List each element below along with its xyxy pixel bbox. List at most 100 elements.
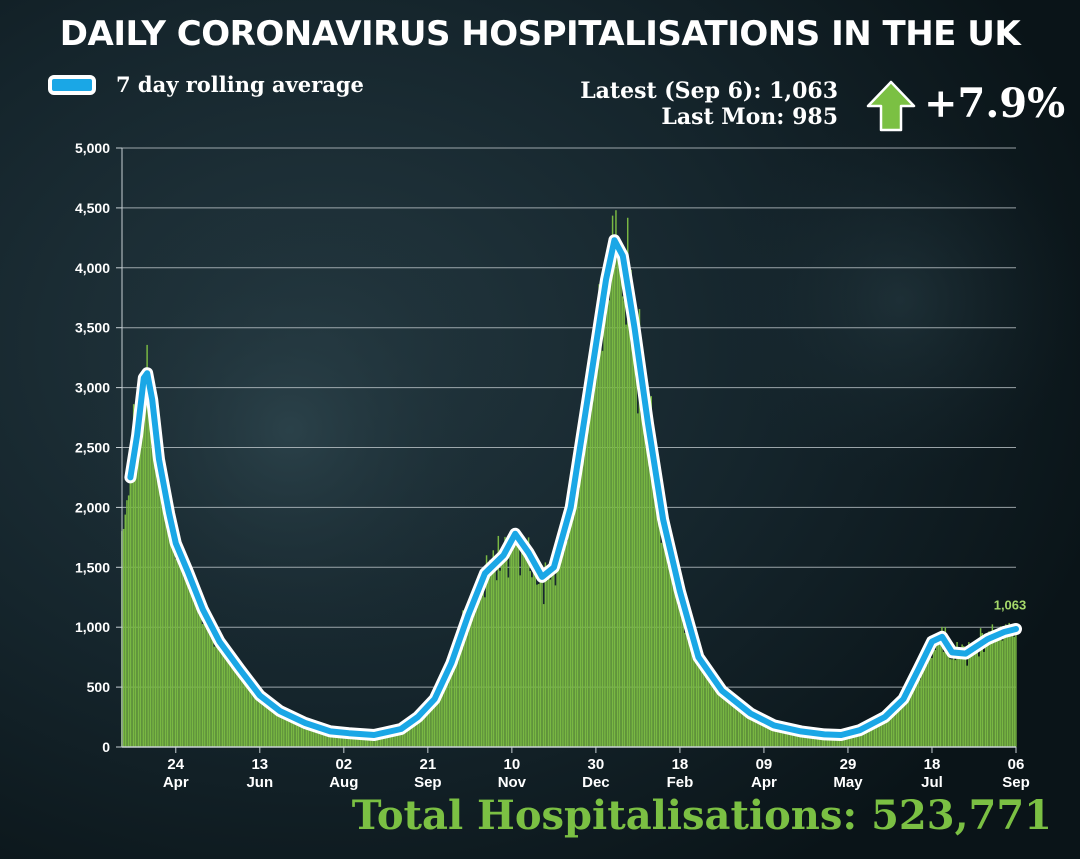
daily-bar bbox=[148, 375, 150, 747]
daily-bar bbox=[168, 515, 170, 747]
y-tick-label: 2,000 bbox=[75, 499, 110, 515]
daily-bar bbox=[457, 653, 459, 747]
y-tick-label: 3,500 bbox=[75, 320, 110, 336]
daily-bar bbox=[564, 511, 567, 747]
daily-bar bbox=[1000, 626, 1002, 747]
daily-bar bbox=[437, 696, 439, 747]
daily-bar bbox=[516, 535, 518, 747]
daily-bar bbox=[952, 655, 955, 747]
daily-bar bbox=[726, 693, 728, 747]
daily-bar bbox=[591, 362, 594, 747]
daily-bar bbox=[316, 726, 318, 747]
daily-bar bbox=[606, 265, 609, 747]
daily-bar bbox=[818, 733, 821, 747]
daily-bar bbox=[660, 542, 663, 747]
daily-bar bbox=[647, 433, 649, 747]
last-monday-value: Last Mon: 985 bbox=[661, 104, 838, 130]
daily-bar bbox=[188, 586, 190, 747]
daily-bar bbox=[553, 567, 555, 747]
daily-bar bbox=[658, 499, 661, 747]
daily-bar bbox=[462, 610, 464, 747]
daily-bar bbox=[158, 459, 160, 747]
daily-bar bbox=[139, 424, 142, 747]
daily-bar bbox=[621, 296, 624, 747]
daily-bar bbox=[1015, 633, 1017, 747]
daily-bar bbox=[630, 269, 632, 747]
x-tick-day-label: 13 bbox=[251, 756, 268, 773]
daily-bar bbox=[885, 715, 888, 747]
daily-bar bbox=[233, 659, 236, 747]
daily-bar bbox=[830, 735, 832, 747]
daily-bar bbox=[806, 733, 809, 747]
daily-bar bbox=[319, 730, 321, 747]
daily-bar bbox=[230, 659, 232, 747]
daily-bar bbox=[432, 696, 434, 747]
total-hospitalisations: Total Hospitalisations: 523,771 bbox=[351, 792, 1052, 839]
daily-bar bbox=[314, 725, 316, 747]
daily-bar bbox=[1003, 630, 1005, 747]
daily-bar bbox=[963, 646, 965, 747]
daily-bar bbox=[351, 734, 353, 747]
daily-bar bbox=[474, 595, 476, 747]
daily-bar bbox=[169, 541, 172, 747]
daily-bar bbox=[176, 549, 179, 747]
latest-value-annotation: 1,063 bbox=[994, 598, 1027, 613]
daily-bar bbox=[250, 684, 253, 747]
x-tick-day-label: 06 bbox=[1008, 756, 1025, 773]
daily-bar bbox=[274, 705, 276, 747]
daily-bar bbox=[739, 709, 742, 747]
daily-bar bbox=[855, 731, 857, 747]
daily-bar bbox=[440, 678, 442, 747]
daily-bar bbox=[632, 321, 634, 747]
daily-bar bbox=[452, 659, 454, 747]
daily-bar bbox=[331, 731, 333, 747]
daily-bar bbox=[136, 431, 138, 747]
daily-bar bbox=[379, 733, 382, 747]
daily-bar bbox=[917, 676, 920, 747]
daily-bar bbox=[895, 709, 898, 747]
daily-bar bbox=[912, 683, 915, 747]
daily-bar bbox=[905, 688, 908, 747]
daily-bar bbox=[1006, 625, 1009, 747]
daily-bar bbox=[595, 374, 597, 747]
daily-bar bbox=[853, 730, 856, 747]
daily-bar bbox=[973, 651, 975, 747]
x-axis: 24Apr13Jun02Aug21Sep10Nov30Dec18Feb09Apr… bbox=[122, 746, 1030, 791]
daily-bar bbox=[435, 692, 437, 747]
daily-bar bbox=[546, 580, 548, 747]
daily-bar bbox=[359, 734, 362, 747]
daily-bar bbox=[643, 417, 646, 747]
daily-bar bbox=[220, 640, 222, 747]
daily-bar bbox=[264, 695, 266, 747]
daily-bar bbox=[663, 534, 666, 747]
y-tick-label: 500 bbox=[87, 679, 111, 695]
daily-bar bbox=[635, 344, 637, 747]
daily-bar bbox=[887, 715, 889, 747]
daily-bar bbox=[131, 471, 133, 747]
daily-bar bbox=[734, 703, 736, 747]
daily-bar bbox=[929, 645, 931, 747]
daily-bar bbox=[946, 641, 948, 747]
daily-bar bbox=[737, 705, 740, 747]
daily-bar bbox=[964, 658, 967, 747]
daily-bar bbox=[704, 658, 706, 747]
daily-bar bbox=[610, 266, 612, 747]
daily-bar bbox=[423, 709, 426, 747]
daily-bar bbox=[870, 725, 873, 747]
daily-bar bbox=[512, 547, 515, 747]
daily-bar bbox=[216, 640, 219, 747]
daily-bar bbox=[163, 504, 165, 747]
daily-bar bbox=[808, 732, 810, 747]
daily-bar bbox=[248, 690, 251, 747]
daily-bar bbox=[907, 692, 910, 747]
daily-bar bbox=[500, 562, 503, 747]
daily-bar bbox=[620, 264, 622, 747]
daily-bar bbox=[522, 536, 525, 747]
daily-bar bbox=[304, 721, 306, 747]
daily-bar bbox=[469, 620, 471, 747]
daily-bar bbox=[717, 691, 720, 747]
daily-bar bbox=[541, 564, 543, 747]
daily-bar bbox=[667, 540, 669, 747]
x-tick-month-label: May bbox=[833, 774, 863, 791]
daily-bar bbox=[875, 723, 878, 747]
